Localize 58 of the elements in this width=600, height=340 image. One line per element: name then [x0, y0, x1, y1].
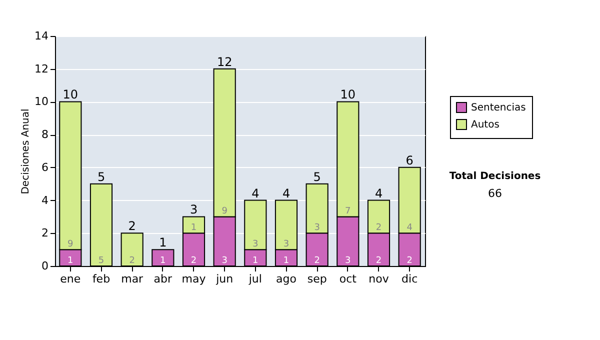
total-label: 2: [128, 219, 136, 234]
data-label: 3: [283, 240, 290, 250]
y-tick-label: 6: [42, 160, 48, 174]
y-tick-label: 14: [34, 30, 48, 42]
y-tick-label: 12: [34, 62, 48, 76]
total-label: 4: [252, 186, 260, 200]
x-tick-label: sep: [307, 272, 327, 286]
legend-label: Sentencias: [471, 102, 526, 114]
total-label: 4: [282, 186, 290, 200]
data-label: 3: [252, 240, 258, 250]
data-label: 1: [283, 256, 290, 266]
x-tick-label: jun: [215, 272, 234, 286]
y-tick-label: 4: [42, 194, 48, 207]
data-label: 2: [129, 256, 135, 266]
data-label: 2: [314, 256, 320, 266]
x-tick-label: nov: [368, 272, 390, 286]
x-tick-label: oct: [339, 272, 358, 286]
data-label: 1: [160, 256, 166, 266]
x-tick-label: abr: [154, 272, 173, 286]
data-label: 4: [406, 223, 413, 234]
data-label: 9: [222, 206, 228, 217]
data-label: 3: [314, 223, 320, 234]
total-label: 10: [62, 88, 78, 102]
x-tick-label: ene: [60, 272, 81, 286]
data-label: 9: [68, 240, 74, 250]
total-label: 1: [159, 236, 167, 250]
y-tick-label: 10: [34, 95, 48, 108]
text: 66: [488, 187, 502, 200]
total-label: 5: [97, 170, 106, 184]
data-label: 3: [345, 256, 351, 266]
total-label: 4: [374, 186, 383, 200]
data-label: 3: [222, 256, 228, 266]
x-tick-label: jul: [248, 272, 262, 286]
total-label: 10: [340, 88, 356, 102]
x-tick-label: may: [182, 272, 206, 286]
y-tick-label: 2: [42, 226, 48, 240]
total-label: 5: [313, 170, 321, 184]
total-label: 3: [190, 202, 198, 217]
y-tick-label: 0: [42, 260, 48, 272]
data-label: 5: [98, 256, 104, 266]
data-label: 1: [190, 223, 197, 234]
x-tick-label: mar: [121, 272, 144, 286]
x-tick-label: dic: [402, 272, 418, 286]
data-label: 2: [376, 256, 382, 266]
data-label: 1: [68, 256, 74, 266]
data-label: 2: [190, 256, 197, 266]
total-label: 12: [216, 54, 232, 69]
x-tick-label: ago: [276, 272, 297, 286]
data-label: 7: [345, 206, 351, 217]
y-axis-title: Decisiones Anual: [20, 108, 32, 194]
legend-label: Autos: [471, 120, 500, 130]
data-label: 2: [376, 223, 382, 234]
text: Total Decisiones: [449, 171, 541, 182]
data-label: 2: [406, 256, 412, 266]
y-tick-label: 8: [42, 128, 48, 142]
x-tick-label: feb: [92, 272, 110, 286]
total-label: 6: [406, 153, 414, 168]
data-label: 1: [252, 256, 258, 266]
